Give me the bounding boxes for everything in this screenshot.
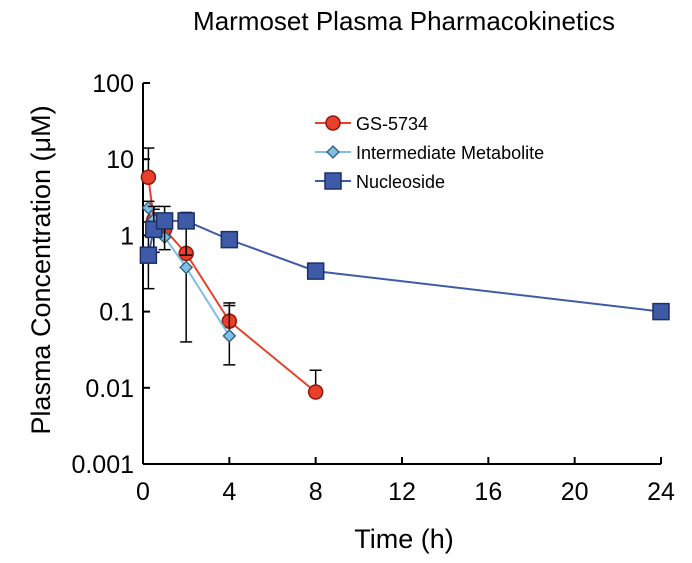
x-tick-label: 4 [222, 478, 236, 506]
data-point [179, 260, 194, 275]
series-layer [139, 147, 670, 400]
axes: 0.001 0.01 0.1 1 10 100 0 4 8 12 16 20 24 [71, 70, 675, 506]
legend-label: Intermediate Metabolite [356, 143, 544, 163]
data-point [652, 302, 670, 321]
x-tick-label: 16 [474, 478, 502, 506]
series-1 [140, 147, 324, 400]
y-tick-label: 0.1 [99, 299, 134, 327]
legend: GS-5734 Intermediate Metabolite Nucleoside [315, 114, 544, 192]
legend-label: Nucleoside [356, 172, 445, 192]
x-tick-label: 20 [561, 478, 589, 506]
data-point [220, 230, 239, 249]
y-tick-label: 0.001 [71, 451, 134, 479]
y-tick-label: 1 [120, 222, 134, 250]
chart-title: Marmoset Plasma Pharmacokinetics [193, 6, 615, 36]
y-tick-label: 100 [92, 70, 134, 98]
legend-item: GS-5734 [315, 114, 428, 134]
legend-item: Intermediate Metabolite [315, 143, 544, 163]
legend-item: Nucleoside [315, 172, 445, 192]
data-point [222, 328, 237, 343]
data-point [155, 212, 174, 230]
data-point [139, 246, 158, 264]
x-tick-label: 12 [388, 478, 416, 506]
y-axis-label: Plasma Concentration (μM) [26, 105, 56, 434]
data-point [140, 169, 157, 185]
x-tick-label: 24 [647, 478, 675, 506]
series-line [147, 177, 317, 393]
y-tick-label: 10 [106, 146, 134, 174]
data-point [306, 262, 325, 280]
legend-label: GS-5734 [356, 114, 428, 134]
data-point [307, 384, 324, 400]
y-tick-label: 0.01 [85, 375, 134, 403]
x-tick-label: 0 [136, 478, 150, 506]
data-point [177, 212, 195, 230]
x-axis-label: Time (h) [354, 524, 454, 554]
legend-swatch-marker [324, 172, 342, 190]
legend-swatch-marker [326, 145, 340, 159]
x-tick-label: 8 [309, 478, 323, 506]
legend-swatch-marker [325, 115, 341, 131]
series-3 [139, 205, 670, 321]
